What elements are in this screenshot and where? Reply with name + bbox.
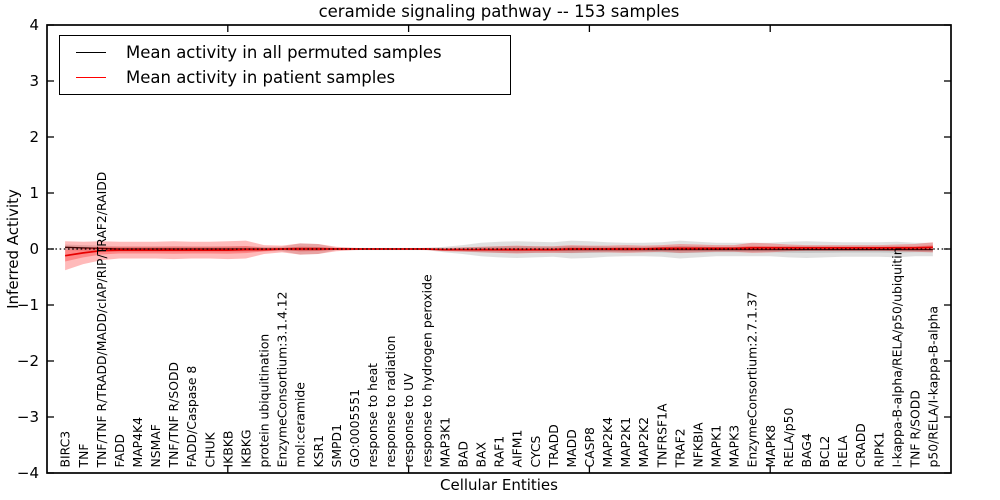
legend-entry: Mean activity in all permuted samples <box>76 40 510 65</box>
entity-label: MAPK1 <box>709 425 724 468</box>
entity-label: response to UV <box>401 373 416 468</box>
y-tick-label: 1 <box>29 184 39 202</box>
entity-label: GO:0005551 <box>347 389 362 468</box>
entity-label: KSR1 <box>311 435 326 467</box>
y-tick-label: −1 <box>17 296 39 314</box>
y-tick-label: 4 <box>29 16 39 34</box>
entity-label: response to radiation <box>383 336 398 468</box>
entity-label: BAD <box>455 441 470 468</box>
entity-label: BAX <box>474 442 489 468</box>
entity-label: TNF/TNF R/TRADD/MADD/cIAP/RIP/TRAF2/RAID… <box>94 172 109 469</box>
entity-label: MAP3K1 <box>437 417 452 468</box>
entity-label: TNFRSF1A <box>654 403 669 468</box>
entity-label: response to hydrogen peroxide <box>419 274 434 467</box>
legend-line-swatch <box>76 77 106 78</box>
entity-label: SMPD1 <box>329 424 344 467</box>
entity-label: MAP2K1 <box>618 417 633 468</box>
entity-label: RIPK1 <box>871 432 886 468</box>
entity-label: MAP2K2 <box>636 417 651 468</box>
y-tick-label: −2 <box>17 352 39 370</box>
entity-label: CRADD <box>853 423 868 467</box>
entity-label: BAG4 <box>799 433 814 467</box>
entity-label: BCL2 <box>817 436 832 468</box>
entity-label: AIFM1 <box>510 430 525 468</box>
entity-label: BIRC3 <box>58 431 73 468</box>
patient-mean-line <box>64 246 933 257</box>
entity-label: MAPK8 <box>763 425 778 468</box>
entity-label: NSMAF <box>148 424 163 467</box>
y-tick-label: 2 <box>29 128 39 146</box>
entity-label: MAPK3 <box>727 425 742 468</box>
entity-label: CASP8 <box>582 427 597 467</box>
entity-label: TRAF2 <box>672 428 687 468</box>
axes-frame <box>46 24 952 474</box>
entity-label: EnzymeConsortium:3.1.4.12 <box>275 291 290 467</box>
entity-label: protein ubiquitination <box>257 334 272 468</box>
entity-label: MAP2K4 <box>600 417 615 468</box>
legend-box: Mean activity in all permuted samples Mea… <box>59 35 511 95</box>
entity-label: FADD/Caspase 8 <box>184 366 199 468</box>
entity-label: MAP4K4 <box>130 417 145 468</box>
entity-label: IKBKG <box>239 429 254 467</box>
legend-entry: Mean activity in patient samples <box>76 65 510 90</box>
entity-label: FADD <box>112 434 127 468</box>
legend-label: Mean activity in all permuted samples <box>126 43 442 62</box>
entity-label: RELA/p50 <box>781 407 796 467</box>
y-tick-label: 0 <box>29 240 39 258</box>
y-tick-label: 3 <box>29 72 39 90</box>
entity-label: TNF R/SODD <box>907 390 922 468</box>
entity-label: mol:ceramide <box>293 382 308 467</box>
entity-label: CYCS <box>528 436 543 468</box>
y-tick-label: −4 <box>17 464 39 482</box>
entity-label: NFKBIA <box>691 422 706 468</box>
entity-label: IKBKB <box>220 431 235 468</box>
x-axis-label: Cellular Entities <box>440 476 558 494</box>
legend-label: Mean activity in patient samples <box>126 68 396 87</box>
chart-title: ceramide signaling pathway -- 153 sample… <box>318 2 680 21</box>
entity-label: TNF/TNF R/SODD <box>166 362 181 469</box>
y-axis-label: Inferred Activity <box>4 189 22 309</box>
entity-label: RAF1 <box>492 436 507 468</box>
entity-label: MADD <box>564 429 579 467</box>
entity-label: CHUK <box>202 431 217 467</box>
entity-label: EnzymeConsortium:2.7.1.37 <box>745 291 760 467</box>
y-tick-label: −3 <box>17 408 39 426</box>
entity-label: p50/RELA/I-kappa-B-alpha <box>926 306 941 467</box>
entity-label: RELA <box>835 435 850 468</box>
entity-label: TNF <box>76 444 91 469</box>
legend-line-swatch <box>76 52 106 53</box>
entity-label: response to heat <box>365 363 380 468</box>
entity-label: I-kappa-B-alpha/RELA/p50/ubiquitin <box>889 247 904 467</box>
entity-label: TRADD <box>546 424 561 468</box>
